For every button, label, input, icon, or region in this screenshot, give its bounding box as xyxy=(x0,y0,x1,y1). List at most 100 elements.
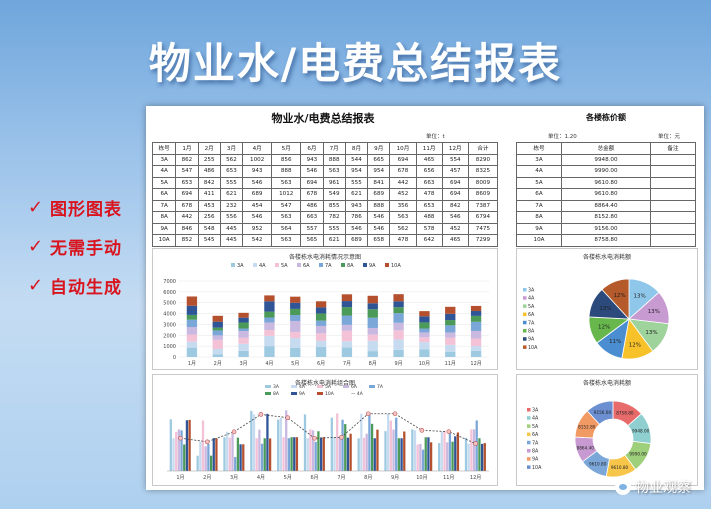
bar xyxy=(387,413,390,471)
legend-swatch xyxy=(317,392,323,395)
legend-label: 7A xyxy=(377,384,384,390)
y-tick-label: 1000 xyxy=(163,344,176,350)
table-cell: 5A xyxy=(151,176,177,189)
bar xyxy=(215,438,218,471)
bar xyxy=(322,437,325,471)
bar-segment xyxy=(367,327,378,335)
table-cell: 546 xyxy=(344,222,369,235)
table-cell xyxy=(649,165,697,178)
table-header-row: 栋号 总金额 备注 xyxy=(516,142,697,155)
bar xyxy=(169,419,172,471)
bar xyxy=(475,420,478,471)
bar-segment xyxy=(212,321,223,328)
x-tick-label: 8月 xyxy=(369,361,377,367)
bar xyxy=(341,419,344,471)
bar xyxy=(260,443,264,471)
legend-swatch xyxy=(523,312,527,317)
bar-segment xyxy=(470,338,482,347)
bar-segment xyxy=(212,327,223,331)
legend-label: 10A xyxy=(391,263,401,269)
bar xyxy=(277,419,280,471)
table-cell: 452 xyxy=(441,222,469,235)
watermark: 物业观察 xyxy=(615,477,691,497)
table-cell: 9610.80 xyxy=(560,176,651,189)
report-title: 物业水/电费总结报表 xyxy=(271,112,375,125)
bar-segment xyxy=(315,340,327,347)
table-cell: 452 xyxy=(389,188,417,201)
legend-swatch xyxy=(275,263,279,267)
table-cell: 563 xyxy=(271,234,302,247)
table-row: 7A 678 453 232 454 547 486 855 943 888 356 653 842 73… xyxy=(151,199,499,212)
table-cell: 554 xyxy=(441,153,469,166)
bar xyxy=(314,441,317,471)
table-header-cell: 2月 xyxy=(197,142,221,155)
watermark-text: 物业观察 xyxy=(635,480,691,496)
legend-swatch xyxy=(369,385,375,388)
report-sheet: 物业水/电费总结报表 单位：t 栋号 1月 2月 3月 4月 5月 6月 7月 8月 9月 10月 1… xyxy=(146,106,704,490)
table-cell: 658 xyxy=(367,234,391,247)
legend-label: 4A xyxy=(532,416,539,422)
slice-label: 13% xyxy=(648,309,660,315)
bar-segment xyxy=(315,325,327,334)
bar xyxy=(454,436,457,471)
bar-segment xyxy=(341,324,353,331)
bar-segment xyxy=(315,307,327,314)
table-cell: 557 xyxy=(300,222,324,235)
x-tick-label: 9月 xyxy=(394,361,402,367)
bar xyxy=(204,446,207,471)
legend-label: 4A xyxy=(299,384,306,390)
table-header-cell: 12月 xyxy=(441,142,469,155)
bar xyxy=(252,414,256,471)
table-cell: 9990.00 xyxy=(560,165,651,178)
bar xyxy=(376,429,379,471)
bar xyxy=(480,443,484,471)
table-cell: 621 xyxy=(219,188,244,201)
legend-swatch xyxy=(523,329,527,333)
x-tick-label: 4月 xyxy=(257,475,265,481)
bar-segment xyxy=(367,317,378,328)
y-tick-label: 7000 xyxy=(163,279,176,285)
table-cell: 689 xyxy=(344,234,369,247)
legend-swatch xyxy=(523,288,527,292)
y-tick-label: 4000 xyxy=(163,312,176,318)
bar xyxy=(421,449,425,471)
x-tick-label: 8月 xyxy=(364,475,372,481)
bar-segment xyxy=(315,320,327,326)
line-point xyxy=(204,439,210,445)
bar-segment xyxy=(290,320,301,332)
chart-title: 各楼栋水电消耗情况示意图 xyxy=(288,254,361,261)
bar-segment xyxy=(367,351,378,357)
feature-label: 图形图表 xyxy=(50,200,122,220)
bar-segment xyxy=(470,321,482,331)
table-cell: 7387 xyxy=(467,199,499,212)
table-header-cell: 11月 xyxy=(415,142,443,155)
x-tick-label: 5月 xyxy=(284,475,292,481)
bar-segment xyxy=(290,315,301,321)
bar-segment xyxy=(445,306,456,314)
bar xyxy=(212,438,215,471)
bar-segment xyxy=(290,302,301,309)
x-tick-label: 3月 xyxy=(230,475,238,481)
y-tick-label: 5000 xyxy=(163,301,176,307)
legend-label: 10A xyxy=(528,345,538,351)
table-cell: 656 xyxy=(415,165,443,178)
bar xyxy=(226,431,229,471)
bar-segment xyxy=(445,337,456,345)
table-row: 6A 694 411 621 689 1012 678 549 621 689 452 478 694 8… xyxy=(151,188,499,201)
legend-swatch xyxy=(527,449,531,453)
table-cell: 665 xyxy=(367,153,391,166)
bar-segment xyxy=(341,330,353,342)
bar xyxy=(255,438,258,471)
bar xyxy=(448,431,452,471)
bar xyxy=(395,417,398,471)
table-cell: 465 xyxy=(415,153,443,166)
table-cell: 7A xyxy=(516,199,562,212)
bar-segment xyxy=(470,305,482,311)
bar-segment xyxy=(470,310,482,316)
table-row: 3A 862 255 562 1002 856 943 888 544 665 694 465 554 8… xyxy=(151,153,499,166)
table-cell: 694 xyxy=(175,188,199,201)
bar-segment xyxy=(445,313,456,321)
bar xyxy=(266,413,269,471)
table-cell: 9A xyxy=(516,222,562,235)
line-point xyxy=(231,429,237,435)
